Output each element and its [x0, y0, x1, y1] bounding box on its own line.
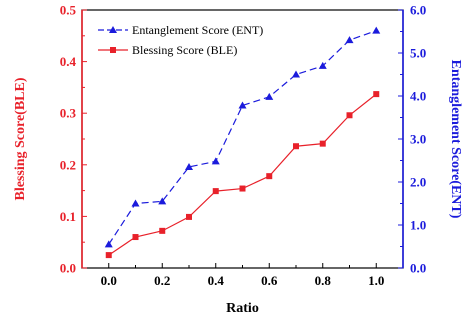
left-tick-label: 0.3	[60, 106, 77, 121]
right-tick-label: 1.0	[410, 218, 426, 233]
series-1-point	[266, 173, 273, 180]
right-tick-label: 3.0	[410, 132, 426, 147]
right-tick-label: 2.0	[410, 175, 426, 190]
series-0-point	[158, 197, 167, 205]
series-0-point	[292, 70, 300, 78]
series-0-point	[211, 157, 220, 165]
x-tick-label: 0.4	[208, 273, 225, 288]
series-1-point	[159, 227, 166, 234]
right-tick-label: 6.0	[410, 3, 426, 18]
x-axis-title: Ratio	[226, 301, 259, 316]
x-tick-label: 1.0	[368, 273, 384, 288]
left-tick-label: 0.0	[60, 261, 76, 276]
left-axis-title: Blessing Score(BLE)	[13, 77, 28, 200]
series-0-point	[345, 36, 354, 44]
axes-layer: 0.0 0.2 0.4 0.6 0.8 1.0 0.0 0.1 0.2 0.3 0.4 0.5 0.0 1…	[13, 3, 463, 317]
series-line-0	[108, 30, 377, 245]
series-0-point	[185, 162, 193, 170]
left-tick-label: 0.1	[60, 209, 76, 224]
x-tick-label: 0.0	[101, 273, 117, 288]
series-line-1	[108, 93, 377, 256]
legend: Entanglement Score (ENT) Blessing Score (…	[98, 23, 263, 57]
legend-swatch-marker	[110, 47, 116, 53]
x-tick-label: 0.2	[154, 273, 170, 288]
series-1-point	[105, 252, 112, 259]
right-tick-label: 4.0	[410, 89, 426, 104]
legend-swatch-marker	[109, 26, 117, 33]
series-0-point	[265, 92, 274, 100]
series-1-point	[346, 112, 353, 119]
series-0-point	[104, 240, 113, 248]
left-tick-label: 0.4	[60, 54, 77, 69]
legend-label: Blessing Score (BLE)	[132, 43, 237, 57]
right-axis-title: Entanglement Score(ENT)	[448, 60, 463, 219]
right-tick-label: 5.0	[410, 46, 426, 61]
x-tick-label: 0.8	[315, 273, 332, 288]
series-1-point	[239, 185, 246, 192]
series-1-point	[319, 140, 326, 147]
series-0-point	[131, 199, 140, 207]
left-tick-label: 0.5	[60, 3, 77, 18]
right-tick-label: 0.0	[410, 261, 426, 276]
series-1-point	[212, 188, 219, 195]
series-0-point	[372, 26, 381, 34]
series-1-point	[186, 213, 192, 220]
series-0-point	[238, 101, 247, 109]
series-1-point	[132, 234, 139, 241]
series-1-point	[293, 143, 299, 150]
series-1-point	[373, 91, 380, 98]
series-layer	[104, 26, 381, 259]
x-tick-label: 0.6	[261, 273, 278, 288]
legend-label: Entanglement Score (ENT)	[132, 23, 263, 37]
plot-frame	[81, 9, 404, 269]
left-tick-label: 0.2	[60, 157, 76, 172]
series-0-point	[318, 61, 327, 69]
